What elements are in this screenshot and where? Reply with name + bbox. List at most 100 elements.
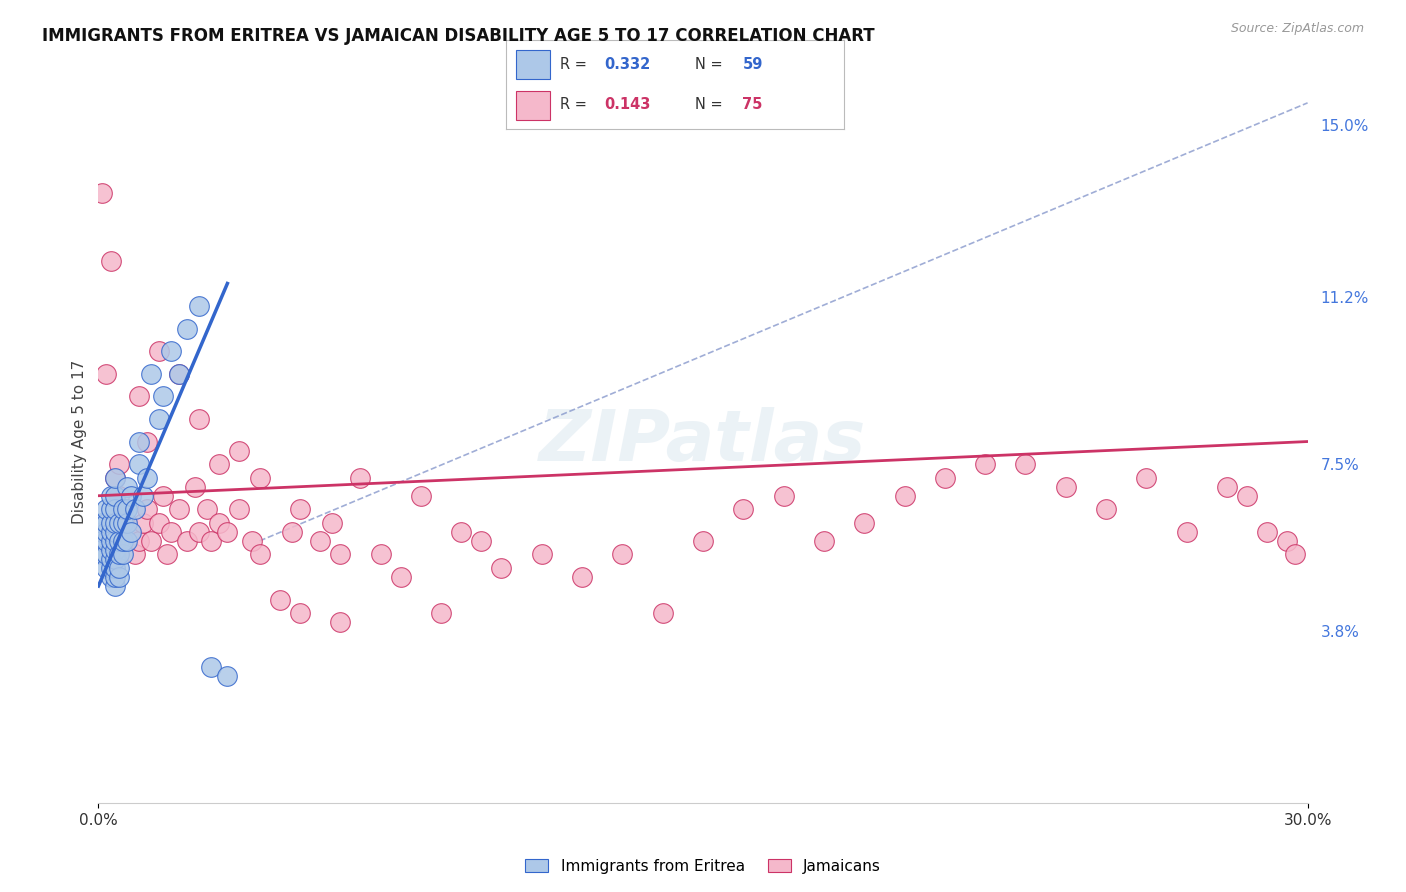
Point: [103, 471, 125, 485]
Point: [103, 570, 125, 584]
Text: R =: R =: [560, 57, 592, 72]
Point: [96, 524, 118, 539]
Point: [139, 367, 162, 381]
Point: [167, 367, 190, 381]
Point: [91, 524, 114, 539]
Point: [115, 502, 138, 516]
Point: [139, 533, 162, 548]
Point: [772, 489, 794, 503]
Point: [91, 516, 114, 530]
Y-axis label: Disability Age 5 to 17: Disability Age 5 to 17: [72, 359, 87, 524]
Point: [103, 489, 125, 503]
Point: [91, 186, 114, 201]
Point: [470, 533, 492, 548]
Point: [409, 489, 432, 503]
Point: [96, 548, 118, 562]
Text: IMMIGRANTS FROM ERITREA VS JAMAICAN DISABILITY AGE 5 TO 17 CORRELATION CHART: IMMIGRANTS FROM ERITREA VS JAMAICAN DISA…: [42, 27, 875, 45]
Point: [103, 542, 125, 557]
Point: [100, 516, 122, 530]
Point: [100, 253, 122, 268]
Point: [103, 516, 125, 530]
Text: Source: ZipAtlas.com: Source: ZipAtlas.com: [1230, 22, 1364, 36]
Point: [120, 489, 142, 503]
Point: [853, 516, 876, 530]
FancyBboxPatch shape: [516, 91, 550, 120]
Point: [208, 516, 231, 530]
Point: [288, 606, 311, 620]
Point: [934, 471, 956, 485]
Point: [124, 502, 146, 516]
Point: [176, 533, 198, 548]
Point: [100, 561, 122, 575]
Text: N =: N =: [695, 57, 727, 72]
Point: [152, 389, 174, 403]
Point: [148, 412, 170, 426]
Point: [184, 480, 207, 494]
Point: [115, 533, 138, 548]
Point: [188, 299, 211, 313]
Point: [692, 533, 714, 548]
Point: [167, 502, 190, 516]
Point: [1054, 480, 1077, 494]
Point: [111, 533, 134, 548]
Point: [208, 457, 231, 471]
Point: [1216, 480, 1239, 494]
Point: [148, 516, 170, 530]
Point: [124, 548, 146, 562]
Point: [217, 524, 239, 539]
Point: [115, 516, 138, 530]
Point: [135, 434, 157, 449]
Point: [100, 552, 122, 566]
Point: [103, 533, 125, 548]
Point: [329, 615, 352, 630]
Point: [91, 548, 114, 562]
Point: [115, 480, 138, 494]
Point: [111, 548, 134, 562]
Point: [103, 579, 125, 593]
Text: ZIPatlas: ZIPatlas: [540, 407, 866, 476]
Point: [100, 542, 122, 557]
Point: [349, 471, 371, 485]
Point: [249, 548, 271, 562]
Point: [1277, 533, 1299, 548]
Point: [128, 389, 150, 403]
Point: [612, 548, 634, 562]
Point: [893, 489, 915, 503]
Point: [148, 344, 170, 359]
Point: [115, 516, 138, 530]
Point: [160, 524, 183, 539]
Point: [152, 489, 174, 503]
Text: 0.143: 0.143: [605, 97, 651, 112]
Point: [249, 471, 271, 485]
Point: [103, 552, 125, 566]
Point: [111, 516, 134, 530]
Point: [111, 502, 134, 516]
Point: [176, 321, 198, 335]
Point: [132, 489, 155, 503]
Point: [288, 502, 311, 516]
Point: [96, 516, 118, 530]
Point: [1095, 502, 1118, 516]
Point: [135, 502, 157, 516]
Point: [91, 533, 114, 548]
Point: [103, 471, 125, 485]
Point: [200, 533, 222, 548]
Point: [530, 548, 553, 562]
Point: [733, 502, 755, 516]
Point: [228, 443, 250, 458]
Point: [120, 524, 142, 539]
Point: [813, 533, 835, 548]
Point: [228, 502, 250, 516]
Point: [1175, 524, 1198, 539]
Point: [107, 533, 129, 548]
Point: [160, 344, 183, 359]
Point: [128, 457, 150, 471]
Point: [329, 548, 352, 562]
Point: [103, 524, 125, 539]
Point: [1256, 524, 1278, 539]
Point: [103, 561, 125, 575]
Point: [240, 533, 263, 548]
Point: [1014, 457, 1036, 471]
Point: [188, 524, 211, 539]
Point: [1135, 471, 1157, 485]
